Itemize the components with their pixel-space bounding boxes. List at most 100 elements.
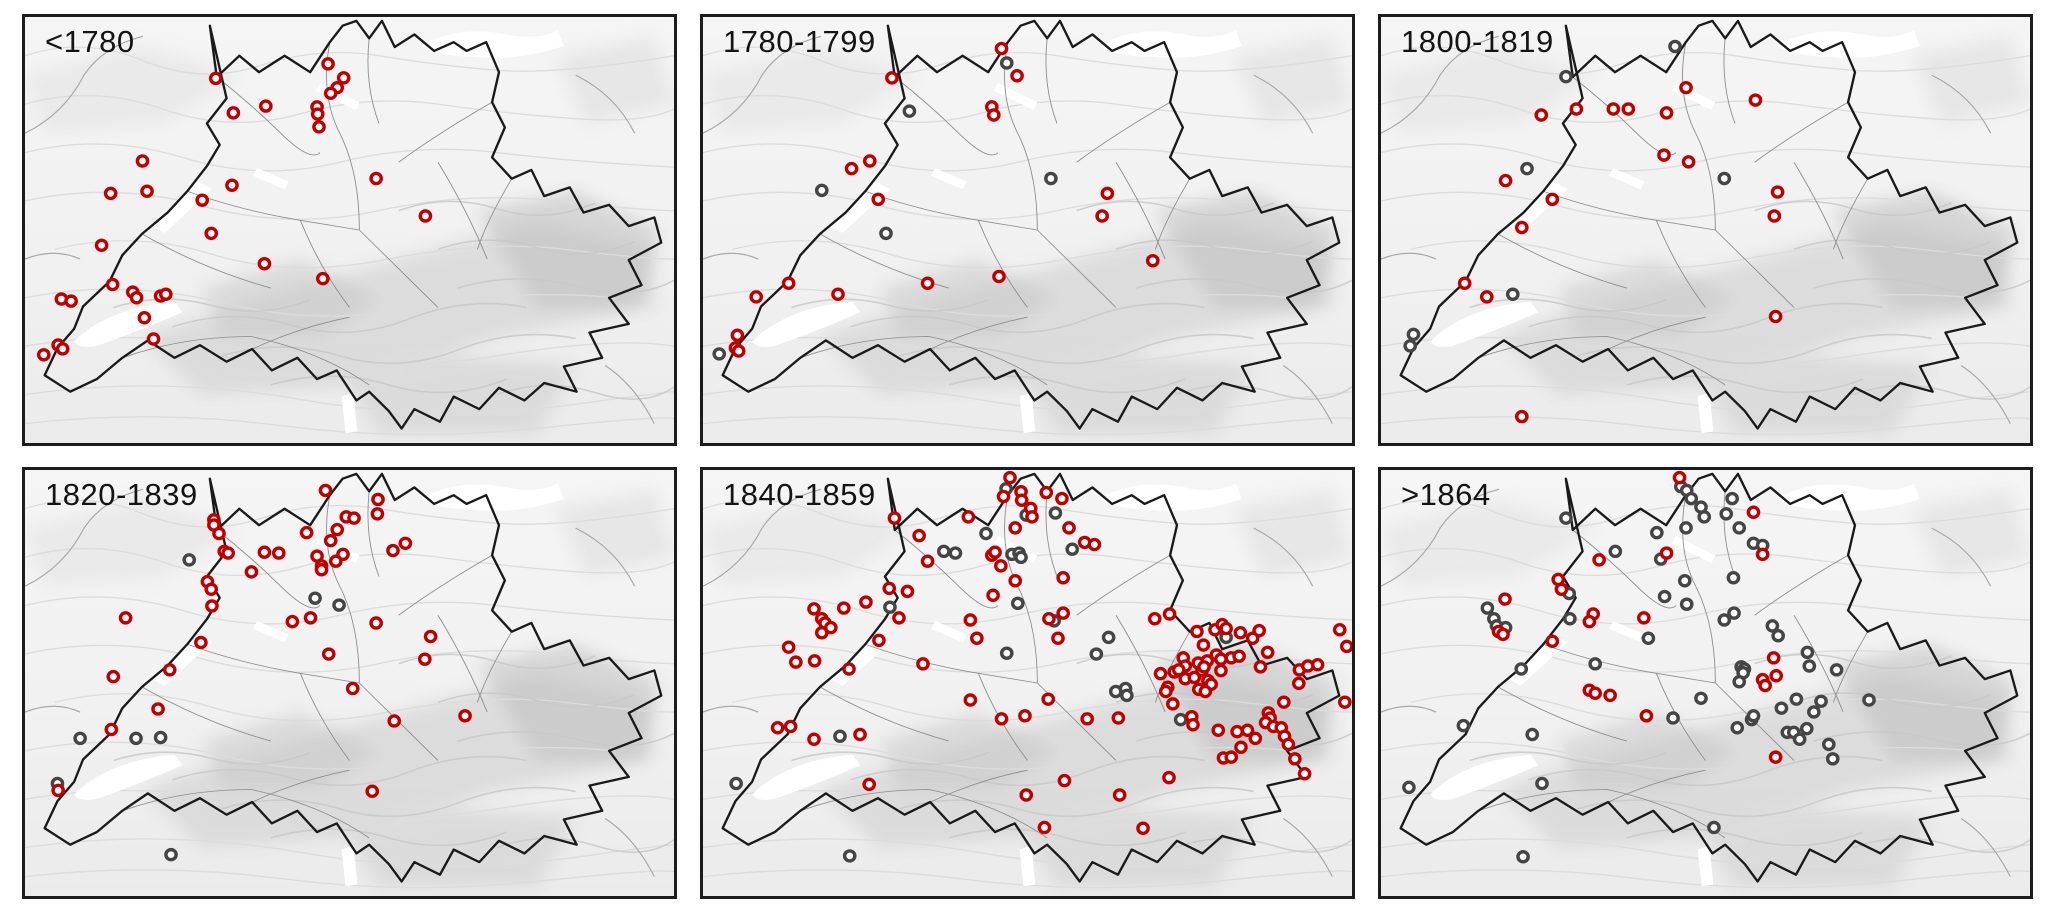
record-marker-gray — [153, 730, 168, 745]
record-marker-gray — [879, 226, 893, 241]
record-marker-gray — [999, 646, 1014, 660]
panel-1840-1859: 1840-1859 — [700, 467, 1355, 899]
record-marker-gray — [1535, 776, 1549, 791]
record-marker-red — [1332, 623, 1347, 637]
record-marker-red — [1233, 626, 1248, 640]
record-marker-red — [1240, 723, 1255, 737]
record-marker-red — [885, 71, 899, 85]
record-marker-red — [162, 663, 177, 677]
record-marker-red — [106, 669, 121, 684]
record-marker-gray — [1649, 525, 1664, 540]
record-marker-red — [1248, 731, 1263, 746]
record-marker-red — [226, 106, 241, 120]
record-marker-red — [1214, 652, 1228, 666]
record-marker-red — [1768, 750, 1783, 764]
record-marker-red — [1190, 624, 1204, 639]
record-marker-red — [1672, 470, 1687, 485]
record-marker-red — [104, 722, 119, 737]
record-marker-red — [103, 186, 118, 201]
record-marker-red — [1018, 709, 1032, 723]
record-marker-red — [781, 276, 796, 290]
record-marker-red — [1592, 553, 1606, 567]
record-marker-red — [1498, 173, 1513, 188]
record-marker-red — [1003, 470, 1017, 485]
record-marker-red — [1056, 606, 1071, 620]
record-marker-red — [221, 546, 235, 560]
record-marker-red — [371, 492, 385, 507]
record-marker-red — [1010, 69, 1024, 83]
record-marker-gray — [1010, 596, 1025, 611]
record-marker-gray — [1403, 339, 1418, 353]
record-marker-red — [418, 209, 433, 223]
record-marker-red — [853, 727, 867, 742]
record-marker-gray — [1563, 611, 1577, 626]
record-marker-red — [1769, 669, 1784, 683]
record-marker-gray — [1707, 820, 1721, 835]
record-marker-red — [970, 631, 984, 645]
record-marker-red — [316, 271, 330, 286]
record-marker-gray — [1814, 694, 1828, 709]
record-marker-red — [1145, 253, 1160, 268]
record-marker-red — [1019, 788, 1034, 802]
record-marker-red — [1197, 660, 1211, 674]
record-marker-red — [135, 154, 150, 168]
record-marker-gray — [1514, 662, 1529, 676]
record-marker-red — [321, 647, 336, 661]
record-marker-red — [365, 784, 380, 798]
record-marker-red — [1062, 521, 1076, 535]
record-marker-red — [1746, 505, 1761, 519]
record-marker-red — [862, 777, 877, 792]
panel-label: <1780 — [45, 24, 135, 59]
record-marker-red — [986, 108, 1001, 122]
record-marker-red — [1224, 750, 1239, 764]
record-marker-gray — [1044, 171, 1058, 186]
record-marker-gray — [902, 104, 917, 118]
record-marker-gray — [1456, 718, 1471, 733]
record-marker-gray — [1608, 544, 1623, 559]
switzerland-basemap — [1381, 470, 2030, 896]
record-marker-gray — [1014, 550, 1028, 565]
record-marker-red — [862, 154, 877, 168]
panel-label: >1864 — [1401, 477, 1491, 512]
record-marker-red — [807, 654, 822, 668]
record-marker-gray — [308, 591, 322, 605]
record-marker-gray — [814, 183, 829, 198]
record-marker-red — [1232, 649, 1246, 663]
record-marker-red — [1187, 670, 1202, 685]
record-marker-gray — [1774, 701, 1789, 715]
record-marker-red — [1153, 666, 1168, 681]
record-marker-red — [225, 178, 239, 192]
record-marker-gray — [129, 731, 143, 746]
record-marker-gray — [1825, 752, 1840, 766]
record-marker-red — [105, 277, 120, 292]
record-marker-red — [1534, 108, 1549, 122]
record-marker-red — [244, 565, 259, 579]
record-marker-red — [963, 693, 978, 707]
record-marker-red — [882, 581, 897, 596]
panel-pre-1780: <1780 — [22, 14, 677, 446]
record-marker-red — [347, 511, 361, 525]
record-marker-gray — [1800, 645, 1815, 660]
record-marker-gray — [1717, 171, 1732, 186]
record-marker-red — [1545, 634, 1560, 649]
record-marker-red — [1479, 290, 1494, 304]
record-marker-red — [783, 719, 798, 734]
record-marker-red — [1767, 209, 1782, 223]
record-marker-red — [1171, 663, 1186, 677]
record-marker-red — [1301, 659, 1315, 673]
record-marker-red — [1230, 724, 1244, 739]
record-marker-gray — [1807, 705, 1821, 719]
record-marker-gray — [1516, 850, 1530, 864]
record-marker-gray — [1065, 542, 1080, 556]
record-marker-red — [994, 559, 1008, 573]
switzerland-basemap — [25, 17, 674, 443]
record-marker-red — [285, 614, 300, 629]
record-marker-gray — [1480, 601, 1495, 615]
panel-1800-1819: 1800-1819 — [1378, 14, 2033, 446]
record-marker-red — [386, 543, 400, 558]
record-marker-red — [1080, 712, 1095, 726]
record-marker-gray — [1730, 721, 1745, 735]
record-marker-red — [1291, 676, 1306, 691]
record-marker-red — [1639, 709, 1654, 723]
